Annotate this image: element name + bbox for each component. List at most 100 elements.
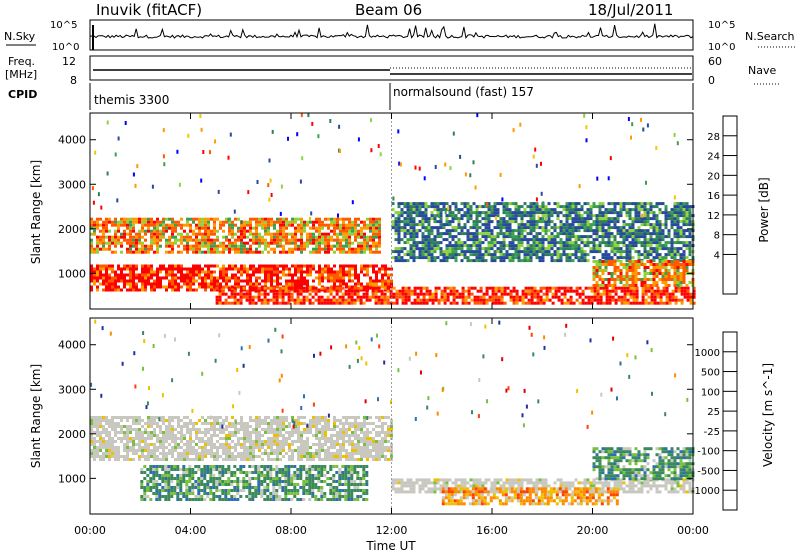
heatmap-cell <box>96 446 99 449</box>
heatmap-cell <box>240 428 243 431</box>
heatmap-cell <box>270 437 273 440</box>
heatmap-cell <box>443 295 447 299</box>
heatmap-cell <box>294 226 297 230</box>
heatmap-cell <box>266 292 270 296</box>
heatmap-cell <box>692 286 696 290</box>
heatmap-cell <box>628 284 632 287</box>
heatmap-cell <box>318 220 321 224</box>
heatmap-cell <box>348 223 351 227</box>
heatmap-cell <box>93 247 96 251</box>
heatmap-cell <box>434 289 438 293</box>
heatmap-cell <box>255 428 258 431</box>
heatmap-cell <box>601 214 605 218</box>
heatmap-cell <box>288 267 291 271</box>
heatmap-cell <box>339 282 342 286</box>
heatmap-cell <box>108 422 111 425</box>
heatmap-cell <box>469 238 473 242</box>
heatmap-cell <box>150 241 153 245</box>
heatmap-cell <box>144 437 147 440</box>
heatmap-cell <box>117 458 120 461</box>
heatmap-cell <box>261 217 264 221</box>
heatmap-cell <box>276 443 279 446</box>
heatmap-cell <box>237 431 240 434</box>
heatmap-cell <box>280 184 283 189</box>
heatmap-cell <box>360 244 363 248</box>
heatmap-cell <box>228 220 231 224</box>
heatmap-cell <box>165 452 168 455</box>
heatmap-cell <box>559 238 563 242</box>
heatmap-cell <box>472 223 476 227</box>
heatmap-cell <box>363 220 366 224</box>
heatmap-cell <box>658 229 662 233</box>
heatmap-cell <box>372 226 375 230</box>
heatmap-cell <box>363 235 366 239</box>
heatmap-cell <box>688 232 692 236</box>
heatmap-cell <box>412 241 416 245</box>
heatmap-cell <box>237 238 240 242</box>
heatmap-cell <box>403 223 407 227</box>
heatmap-cell <box>93 282 96 286</box>
heatmap-cell <box>237 282 240 286</box>
heatmap-cell <box>667 217 671 221</box>
heatmap-cell <box>183 416 186 419</box>
heatmap-cell <box>553 211 557 215</box>
heatmap-cell <box>132 241 135 245</box>
heatmap-cell <box>553 226 557 230</box>
heatmap-cell <box>258 232 261 236</box>
heatmap-cell <box>189 276 192 280</box>
heatmap-cell <box>129 226 132 230</box>
heatmap-cell <box>151 184 154 189</box>
heatmap-cell <box>650 289 654 293</box>
heatmap-cell <box>141 267 144 271</box>
heatmap-cell <box>134 183 137 188</box>
heatmap-cell <box>291 452 294 455</box>
heatmap-cell <box>634 211 638 215</box>
heatmap-cell <box>641 295 645 299</box>
heatmap-cell <box>90 431 93 434</box>
heatmap-cell <box>108 443 111 446</box>
heatmap-cell <box>153 422 156 425</box>
heatmap-cell <box>261 452 264 455</box>
heatmap-cell <box>237 229 240 233</box>
heatmap-cell <box>299 289 303 293</box>
heatmap-cell <box>288 455 291 458</box>
heatmap-cell <box>225 446 228 449</box>
heatmap-cell <box>318 232 321 236</box>
heatmap-cell <box>201 422 204 425</box>
heatmap-cell <box>601 253 605 257</box>
heatmap-cell <box>141 419 144 422</box>
heatmap-cell <box>279 232 282 236</box>
heatmap-cell <box>421 256 425 260</box>
heatmap-cell <box>499 250 503 254</box>
heatmap-cell <box>529 202 533 206</box>
heatmap-cell <box>114 241 117 245</box>
heatmap-cell <box>535 205 539 209</box>
heatmap-cell <box>302 295 306 299</box>
heatmap-cell <box>554 295 558 299</box>
heatmap-cell <box>556 247 560 251</box>
heatmap-cell <box>129 285 132 289</box>
heatmap-cell <box>673 278 677 281</box>
heatmap-cell <box>685 241 689 245</box>
heatmap-cell <box>311 295 315 299</box>
heatmap-cell <box>514 244 518 248</box>
heatmap-cell <box>261 434 264 437</box>
heatmap-cell <box>454 217 458 221</box>
heatmap-cell <box>469 217 473 221</box>
heatmap-cell <box>90 217 93 221</box>
heatmap-cell <box>464 298 468 302</box>
heatmap-cell <box>634 266 638 269</box>
heatmap-cell <box>257 295 261 299</box>
heatmap-cell <box>354 264 357 268</box>
heatmap-cell <box>135 247 138 251</box>
heatmap-cell <box>397 256 401 260</box>
heatmap-cell <box>418 223 422 227</box>
heatmap-cell <box>369 279 372 283</box>
heatmap-cell <box>144 431 147 434</box>
heatmap-cell <box>303 440 306 443</box>
heatmap-cell <box>306 264 309 268</box>
heatmap-cell <box>421 223 425 227</box>
heatmap-cell <box>610 217 614 221</box>
heatmap-cell <box>242 286 246 290</box>
heatmap-cell <box>449 292 453 296</box>
